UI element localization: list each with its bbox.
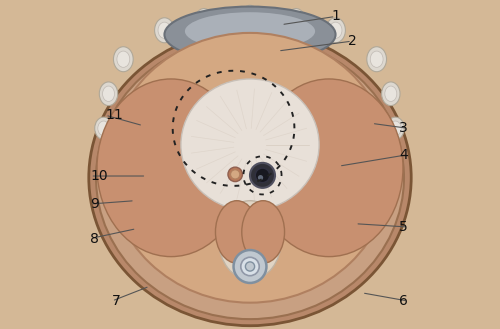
Ellipse shape [98,154,116,175]
Ellipse shape [244,10,256,25]
Circle shape [241,257,259,276]
Ellipse shape [367,47,386,72]
Ellipse shape [386,117,404,139]
Text: 3: 3 [399,121,408,135]
Ellipse shape [384,154,400,175]
Ellipse shape [94,117,112,139]
Text: 10: 10 [90,169,108,183]
Ellipse shape [326,18,345,43]
Circle shape [250,163,275,188]
Ellipse shape [100,82,117,106]
Ellipse shape [390,121,401,136]
Ellipse shape [329,22,342,38]
Ellipse shape [114,47,133,72]
Ellipse shape [370,51,383,67]
Circle shape [246,262,254,271]
Ellipse shape [108,33,392,303]
Text: 2: 2 [348,34,356,48]
Ellipse shape [97,79,245,257]
Ellipse shape [216,201,258,263]
Ellipse shape [154,18,174,43]
Ellipse shape [98,121,110,136]
Ellipse shape [158,22,171,38]
Circle shape [258,175,263,180]
Ellipse shape [287,9,306,32]
Ellipse shape [218,201,282,280]
Text: 5: 5 [399,220,408,234]
Text: 4: 4 [399,148,408,162]
Circle shape [230,170,240,179]
Ellipse shape [194,9,213,32]
Ellipse shape [385,86,397,101]
Ellipse shape [242,201,284,263]
Text: 11: 11 [105,108,123,122]
Ellipse shape [102,86,115,101]
Text: 6: 6 [399,294,408,308]
Circle shape [234,250,266,283]
Ellipse shape [89,30,411,326]
Ellipse shape [386,158,398,171]
Circle shape [256,168,270,183]
Ellipse shape [184,12,316,51]
Ellipse shape [96,36,404,319]
Text: 1: 1 [331,10,340,23]
Circle shape [228,167,242,182]
Ellipse shape [290,13,302,28]
Ellipse shape [181,79,319,211]
Text: 7: 7 [112,294,120,308]
Ellipse shape [102,158,112,171]
Ellipse shape [117,51,130,67]
Text: 9: 9 [90,197,100,211]
Ellipse shape [164,7,336,63]
Ellipse shape [255,79,403,257]
Ellipse shape [382,82,400,106]
Ellipse shape [241,5,259,29]
Ellipse shape [198,13,210,28]
Text: 8: 8 [90,232,100,245]
